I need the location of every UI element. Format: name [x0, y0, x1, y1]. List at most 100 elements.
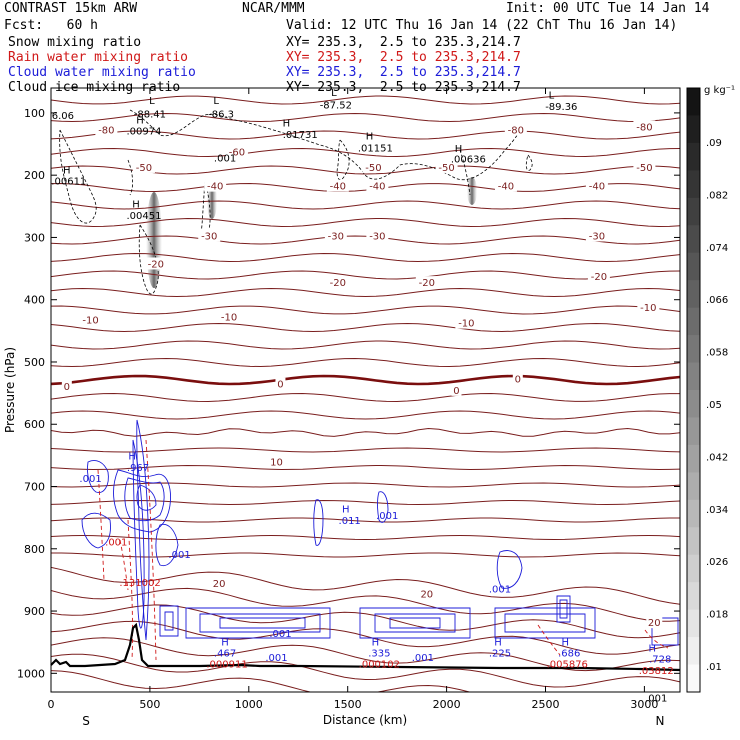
- extremum-label: .000911: [206, 660, 247, 671]
- temperature-label: -50: [365, 163, 381, 174]
- colorbar-label: .026: [706, 557, 728, 568]
- field-cloud-water-xy: XY= 235.3, 2.5 to 235.3,214.7: [286, 65, 521, 80]
- extremum-label: .225: [489, 649, 511, 660]
- extremum-label: .131002: [119, 578, 160, 589]
- colorbar-swatch: [687, 225, 700, 254]
- colorbar-label: .018: [706, 610, 728, 621]
- field-rain-name: Rain water mixing ratio: [8, 50, 189, 65]
- temperature-label-bg: [418, 587, 435, 600]
- y-tick-label: 700: [24, 481, 45, 494]
- temperature-label-bg: [585, 179, 608, 192]
- temperature-label-bg: [218, 310, 241, 323]
- extremum-label: H: [128, 452, 136, 463]
- colorbar-swatch: [687, 582, 700, 611]
- temperature-label-bg: [366, 179, 389, 192]
- colorbar-label: .058: [706, 348, 728, 359]
- cloud-water-contour: [164, 611, 174, 631]
- cloud-water-contour: [389, 617, 441, 629]
- cloud-water-contour: [185, 607, 331, 639]
- extrema-labels: L LL L-88.41 -86.3-87.52 -89.366.06 H.00974H.…: [51, 88, 673, 704]
- temperature-contour: [51, 95, 680, 105]
- extremum-label: H: [136, 115, 144, 126]
- temperature-contour: [51, 653, 680, 688]
- extremum-label: .001: [269, 629, 291, 640]
- extremum-label: .001: [376, 511, 398, 522]
- cloud-water-contour: [219, 617, 306, 629]
- temperature-contour: [51, 552, 680, 558]
- extremum-label: H: [283, 119, 291, 130]
- colorbar-swatch: [687, 664, 700, 693]
- temperature-label: -40: [369, 182, 385, 193]
- colorbar-swatch: [687, 142, 700, 171]
- cloud-water-contour: [159, 605, 179, 637]
- extremum-label: L: [213, 96, 219, 107]
- axes: 0 500 1000 1500 2000 2500 30001002003004005006…: [17, 88, 680, 711]
- colorbar-swatch: [687, 527, 700, 556]
- temperature-label-bg: [132, 160, 155, 173]
- temperature-label-bg: [451, 383, 462, 396]
- temperature-label-bg: [504, 123, 527, 136]
- y-tick-label: 1000: [17, 667, 45, 680]
- extremum-label: .00636: [451, 155, 486, 166]
- temperature-label-bg: [587, 269, 610, 282]
- extremum-label: .03812: [639, 666, 674, 677]
- cloud-ice-contour: [525, 154, 533, 171]
- colorbar-swatch: [687, 362, 700, 391]
- temperature-contour: [51, 357, 680, 368]
- temperature-label: 20: [648, 618, 661, 629]
- temperature-contour: [51, 305, 680, 315]
- temperature-label: -20: [591, 272, 607, 283]
- colorbar-swatch: [687, 472, 700, 501]
- snow-plume: [467, 177, 477, 205]
- temperature-contour: [51, 147, 680, 158]
- temperature-label: 0: [277, 380, 283, 391]
- temperature-contour: [51, 200, 680, 210]
- cloud-water-contour: [87, 460, 109, 493]
- colorbar-swatch: [687, 637, 700, 666]
- temperature-label: 0: [64, 382, 70, 393]
- extremum-label: .467: [214, 649, 236, 660]
- temperature-label: -80: [98, 126, 114, 137]
- rain-water-contours: [97, 439, 669, 661]
- rain-water-contour: [644, 629, 669, 649]
- temperature-label: 20: [213, 579, 226, 590]
- temperature-label-bg: [326, 276, 349, 289]
- cloud-ice-contour: [336, 139, 350, 181]
- extremum-label: H: [455, 144, 463, 155]
- temperature-label-bg: [324, 229, 347, 242]
- temperature-label-bg: [95, 123, 118, 136]
- y-tick-label: 800: [24, 543, 45, 556]
- temperature-label: -30: [369, 231, 385, 242]
- rain-water-contour: [127, 519, 133, 661]
- cloud-water-contour: [113, 469, 171, 533]
- extremum-label: H: [63, 165, 71, 176]
- temperature-contour: [51, 340, 680, 350]
- extremum-label: .000102: [359, 660, 400, 671]
- temperature-contour: [51, 482, 680, 488]
- field-snow-xy: XY= 235.3, 2.5 to 235.3,214.7: [286, 35, 521, 50]
- x-tick-label: 3000: [630, 698, 658, 711]
- temperature-contour: [51, 322, 680, 333]
- y-tick-label: 200: [24, 169, 45, 182]
- extremum-label: .001: [105, 538, 127, 549]
- colorbar-swatch: [687, 554, 700, 583]
- cloud-water-contour: [556, 595, 571, 623]
- cloud-ice-contours: [59, 109, 533, 295]
- extremum-label: L: [549, 91, 555, 102]
- colorbar-swatch: [687, 499, 700, 528]
- temperature-contour: [51, 270, 680, 280]
- temperature-contour: [51, 464, 680, 471]
- rain-water-contour: [97, 469, 105, 581]
- temperature-label: -80: [508, 126, 524, 137]
- extremum-label: 6.06: [52, 111, 74, 122]
- temperature-label: -30: [201, 231, 217, 242]
- temperature-label: -30: [589, 231, 605, 242]
- cloud-ice-contour: [127, 159, 134, 196]
- extremum-label: H: [342, 505, 350, 516]
- temperature-contour: [51, 130, 680, 140]
- x-axis-south-label: S: [82, 714, 90, 728]
- colorbar-swatch: [687, 115, 700, 144]
- colorbar-swatch: [687, 197, 700, 226]
- extremum-label: .00451: [126, 211, 161, 222]
- temperature-label-bg: [633, 160, 656, 173]
